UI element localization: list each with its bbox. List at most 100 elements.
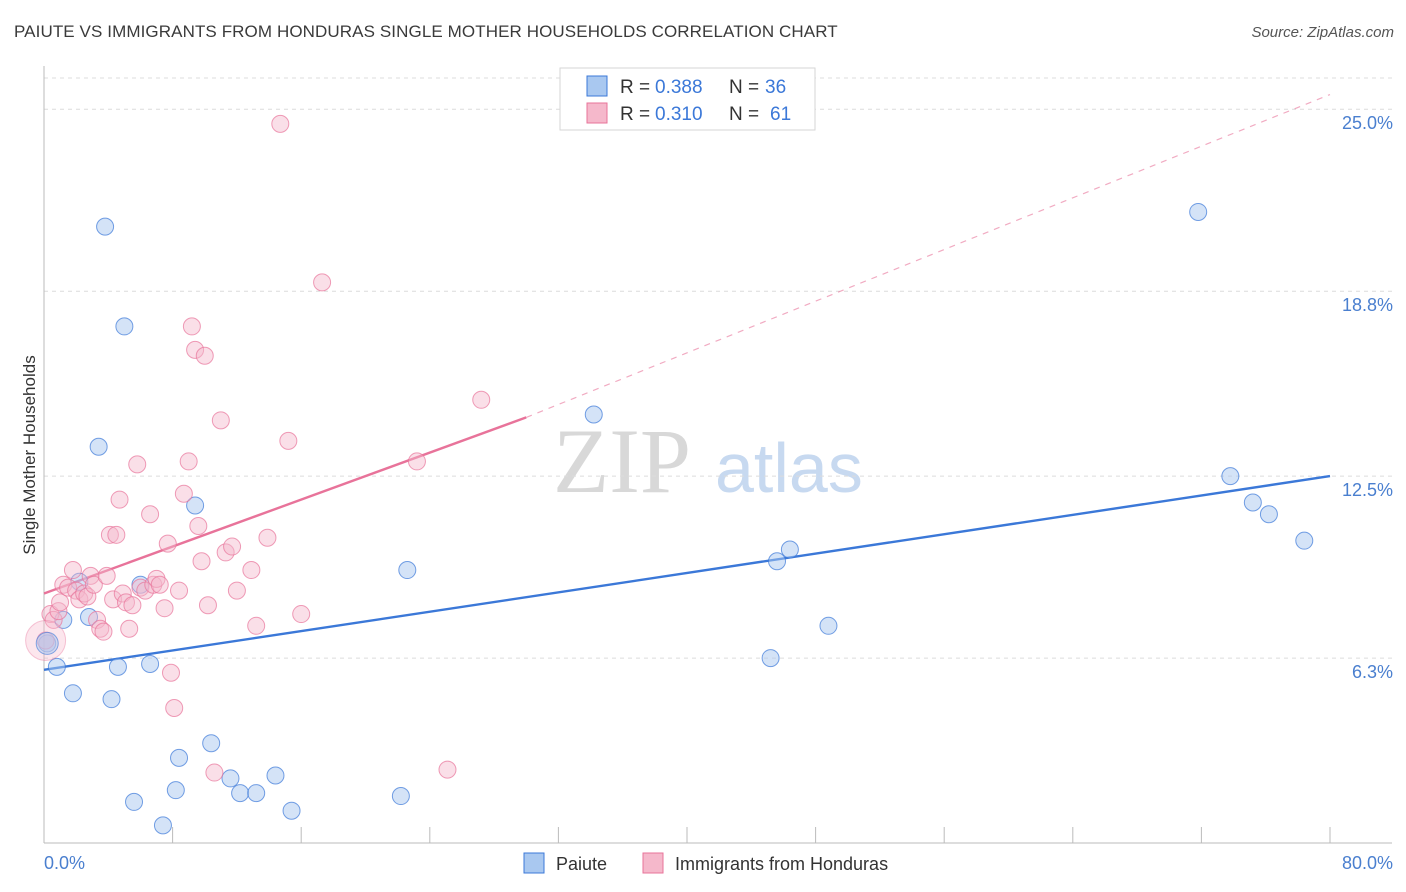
trend-extension-honduras bbox=[526, 93, 1331, 418]
point-honduras bbox=[292, 605, 311, 624]
svg-text:atlas: atlas bbox=[715, 429, 863, 507]
point-paiute bbox=[202, 734, 221, 753]
point-paiute bbox=[102, 690, 121, 709]
point-honduras bbox=[144, 575, 163, 594]
svg-text:ZIP: ZIP bbox=[553, 410, 691, 512]
point-paiute bbox=[141, 654, 160, 673]
point-honduras bbox=[78, 587, 97, 606]
point-honduras bbox=[205, 763, 224, 782]
bottom-legend-swatch-honduras bbox=[642, 852, 664, 874]
point-honduras bbox=[100, 525, 119, 544]
point-paiute bbox=[115, 317, 134, 336]
point-honduras bbox=[155, 599, 174, 618]
legend-n-label-1: N = bbox=[729, 77, 759, 98]
point-honduras bbox=[128, 455, 147, 474]
legend-n-value-2: 61 bbox=[770, 104, 791, 125]
trend-line-honduras bbox=[43, 416, 527, 595]
point-paiute bbox=[247, 784, 266, 803]
point-honduras bbox=[195, 346, 214, 365]
legend-r-label-1: R = bbox=[620, 77, 650, 98]
point-paiute bbox=[391, 787, 410, 806]
bottom-legend-swatch-paiute bbox=[523, 852, 545, 874]
legend-r-label-2: R = bbox=[620, 104, 650, 125]
point-honduras bbox=[192, 552, 211, 571]
point-honduras bbox=[227, 581, 246, 600]
y-tick-label: 12.5% bbox=[1342, 480, 1393, 500]
point-honduras bbox=[63, 561, 82, 580]
point-paiute bbox=[231, 784, 250, 803]
x-tick-label: 80.0% bbox=[1342, 853, 1393, 873]
point-honduras bbox=[170, 581, 189, 600]
point-paiute bbox=[170, 748, 189, 767]
watermark: ZIP atlas bbox=[553, 410, 863, 512]
stats-legend: R = 0.388 N = 36 R = 0.310 N = 61 bbox=[559, 67, 816, 131]
x-tick-label: 0.0% bbox=[44, 853, 85, 873]
point-honduras bbox=[165, 698, 184, 717]
point-paiute bbox=[186, 496, 205, 515]
point-honduras bbox=[51, 593, 70, 612]
point-honduras bbox=[211, 411, 230, 430]
point-paiute bbox=[166, 781, 185, 800]
point-honduras bbox=[147, 569, 166, 588]
point-paiute bbox=[266, 766, 285, 785]
point-paiute bbox=[398, 561, 417, 580]
legend-swatch-honduras bbox=[586, 102, 608, 124]
legend-n-value-1: 36 bbox=[765, 77, 786, 98]
point-paiute bbox=[1221, 467, 1240, 486]
point-honduras bbox=[242, 561, 261, 580]
point-paiute bbox=[125, 792, 144, 811]
trend-lines bbox=[43, 93, 1331, 672]
bottom-legend-honduras: Immigrants from Honduras bbox=[675, 854, 888, 874]
point-honduras bbox=[198, 596, 217, 615]
point-honduras bbox=[189, 517, 208, 536]
legend-swatch-paiute bbox=[586, 75, 608, 97]
axes: 6.3% 12.5% 18.8% 25.0% 0.0% 80.0% bbox=[43, 66, 1393, 873]
point-honduras bbox=[161, 663, 180, 682]
legend-n-label-2: N = bbox=[729, 104, 759, 125]
point-honduras bbox=[186, 340, 205, 359]
point-honduras bbox=[84, 575, 103, 594]
chart-source: Source: ZipAtlas.com bbox=[1251, 24, 1394, 41]
point-paiute bbox=[1243, 493, 1262, 512]
point-paiute bbox=[153, 816, 172, 835]
point-paiute bbox=[96, 217, 115, 236]
point-honduras bbox=[141, 505, 160, 524]
bottom-legend-paiute: Paiute bbox=[556, 854, 607, 874]
point-honduras bbox=[223, 537, 242, 556]
point-honduras bbox=[97, 566, 116, 585]
point-honduras bbox=[179, 452, 198, 471]
point-paiute bbox=[1259, 505, 1278, 524]
point-honduras bbox=[313, 273, 332, 292]
point-honduras bbox=[258, 528, 277, 547]
point-paiute bbox=[89, 437, 108, 456]
point-paiute bbox=[108, 657, 127, 676]
point-paiute bbox=[63, 684, 82, 703]
point-honduras bbox=[279, 431, 298, 450]
point-honduras bbox=[150, 575, 169, 594]
point-paiute bbox=[47, 657, 66, 676]
point-honduras bbox=[158, 534, 177, 553]
point-paiute bbox=[282, 801, 301, 820]
trend-line-paiute bbox=[43, 474, 1331, 672]
y-tick-label: 18.8% bbox=[1342, 295, 1393, 315]
chart-title: PAIUTE VS IMMIGRANTS FROM HONDURAS SINGL… bbox=[14, 22, 838, 41]
point-honduras bbox=[182, 317, 201, 336]
point-honduras bbox=[94, 622, 113, 641]
point-honduras bbox=[44, 610, 63, 629]
y-axis-title: Single Mother Households bbox=[20, 355, 39, 554]
point-honduras bbox=[120, 619, 139, 638]
point-paiute bbox=[35, 631, 59, 655]
point-paiute bbox=[768, 552, 787, 571]
y-tick-label: 25.0% bbox=[1342, 113, 1393, 133]
point-honduras bbox=[91, 619, 110, 638]
series-legend: Paiute Immigrants from Honduras bbox=[523, 852, 888, 874]
point-paiute bbox=[780, 540, 799, 559]
point-honduras bbox=[247, 616, 266, 635]
point-paiute bbox=[1189, 202, 1208, 221]
y-tick-label: 6.3% bbox=[1352, 662, 1393, 682]
point-paiute bbox=[584, 405, 603, 424]
point-paiute bbox=[761, 649, 780, 668]
point-honduras bbox=[438, 760, 457, 779]
point-honduras bbox=[174, 484, 193, 503]
